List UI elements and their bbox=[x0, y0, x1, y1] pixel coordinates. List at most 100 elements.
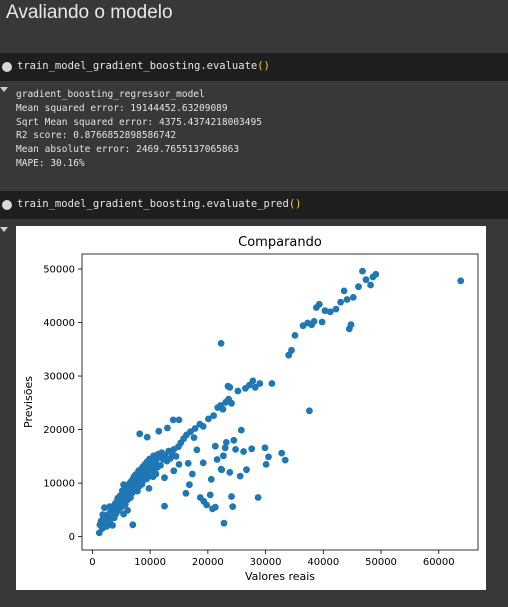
code-cell-evaluate-pred[interactable]: train_model_gradient_boosting.evaluate_p… bbox=[0, 191, 508, 219]
data-point bbox=[143, 433, 151, 441]
data-point bbox=[337, 298, 344, 306]
data-point bbox=[152, 470, 160, 478]
plot-output: Comparando 0 10000 20000 30000 40000 50000 600… bbox=[16, 226, 486, 590]
data-point bbox=[186, 481, 193, 489]
data-point bbox=[188, 470, 196, 478]
data-point bbox=[221, 444, 229, 452]
data-point bbox=[170, 467, 178, 475]
data-point bbox=[254, 494, 262, 501]
y-tick-label: 50000 bbox=[43, 264, 75, 275]
data-point bbox=[228, 493, 235, 500]
data-point bbox=[99, 511, 107, 519]
data-point bbox=[175, 416, 183, 424]
data-point bbox=[251, 383, 259, 391]
data-point bbox=[228, 399, 235, 407]
x-tick-label: 30000 bbox=[250, 557, 282, 568]
data-point bbox=[190, 434, 198, 441]
data-point bbox=[318, 318, 326, 326]
data-point bbox=[106, 503, 114, 510]
collapse-output-icon[interactable] bbox=[0, 227, 8, 232]
data-point bbox=[161, 474, 168, 482]
code-line[interactable]: train_model_gradient_boosting.evaluate() bbox=[17, 60, 270, 72]
data-point bbox=[226, 469, 234, 476]
data-point bbox=[129, 521, 137, 529]
code-parens: () bbox=[257, 60, 270, 72]
data-point bbox=[182, 489, 190, 497]
data-point bbox=[265, 453, 272, 461]
run-icon[interactable] bbox=[2, 62, 12, 72]
y-tick-label: 40000 bbox=[43, 318, 75, 329]
data-point bbox=[237, 426, 245, 434]
data-point bbox=[249, 377, 257, 385]
data-point bbox=[230, 436, 238, 444]
data-point bbox=[243, 466, 250, 474]
data-point bbox=[207, 475, 215, 483]
scatter-chart: Comparando 0 10000 20000 30000 40000 50000 600… bbox=[22, 235, 479, 583]
data-point bbox=[291, 332, 299, 339]
x-tick-label: 50000 bbox=[365, 557, 397, 568]
data-point bbox=[362, 276, 370, 284]
data-point bbox=[315, 300, 323, 308]
code-parens: () bbox=[288, 198, 302, 210]
data-point bbox=[236, 472, 244, 480]
data-point bbox=[199, 423, 207, 430]
data-point bbox=[278, 449, 286, 457]
data-point bbox=[306, 407, 313, 415]
data-point bbox=[164, 424, 171, 432]
output-line: MAPE: 30.16% bbox=[16, 157, 85, 169]
code-cell-evaluate[interactable]: train_model_gradient_boosting.evaluate() bbox=[0, 53, 508, 81]
x-tick-label: 20000 bbox=[192, 557, 224, 568]
y-axis-label: Previsões bbox=[22, 376, 35, 428]
data-point bbox=[161, 502, 168, 510]
data-point bbox=[288, 346, 295, 354]
plot-frame bbox=[81, 253, 479, 551]
output-line: Mean squared error: 19144452.63209089 bbox=[16, 102, 228, 114]
data-point bbox=[261, 444, 269, 452]
run-icon[interactable] bbox=[2, 200, 12, 210]
data-point bbox=[102, 523, 110, 530]
y-tick-label: 10000 bbox=[43, 479, 75, 490]
code-text: train_model_gradient_boosting.evaluate bbox=[17, 60, 258, 72]
data-point bbox=[109, 522, 116, 529]
y-tick-label: 0 bbox=[69, 532, 75, 543]
data-point bbox=[193, 446, 201, 454]
cell-output-text: gradient_boosting_regressor_model Mean sq… bbox=[16, 88, 262, 171]
data-point bbox=[248, 445, 256, 453]
data-point bbox=[200, 497, 208, 505]
code-line[interactable]: train_model_gradient_boosting.evaluate_p… bbox=[17, 198, 301, 210]
data-point bbox=[211, 442, 219, 450]
data-point bbox=[240, 448, 248, 455]
collapse-output-icon[interactable] bbox=[0, 87, 8, 92]
data-point bbox=[218, 466, 226, 474]
data-point bbox=[124, 507, 131, 514]
data-point bbox=[219, 405, 227, 413]
data-point bbox=[234, 387, 242, 395]
output-line: gradient_boosting_regressor_model bbox=[16, 89, 205, 100]
data-point bbox=[457, 277, 465, 285]
data-point bbox=[310, 318, 318, 325]
data-point bbox=[220, 452, 227, 460]
data-point bbox=[222, 439, 230, 446]
y-tick-label: 20000 bbox=[43, 425, 75, 436]
data-point bbox=[217, 340, 225, 347]
x-tick-label: 40000 bbox=[307, 557, 339, 568]
data-point bbox=[367, 281, 374, 289]
data-point bbox=[321, 307, 329, 315]
data-point bbox=[347, 321, 355, 329]
data-point bbox=[145, 485, 153, 492]
data-point bbox=[175, 461, 183, 468]
data-point bbox=[355, 283, 362, 291]
data-point bbox=[281, 456, 289, 464]
x-axis-label: Valores reais bbox=[245, 570, 315, 583]
data-point bbox=[169, 416, 177, 424]
data-point bbox=[136, 430, 144, 438]
data-point bbox=[211, 503, 219, 511]
data-point bbox=[343, 296, 351, 303]
data-point bbox=[213, 456, 221, 463]
data-point bbox=[101, 504, 108, 512]
chart-title: Comparando bbox=[238, 235, 322, 250]
output-line: Sqrt Mean squared error: 4375.4374218003… bbox=[16, 116, 262, 128]
data-point bbox=[155, 427, 163, 435]
data-point bbox=[184, 459, 192, 467]
data-point bbox=[326, 308, 334, 316]
